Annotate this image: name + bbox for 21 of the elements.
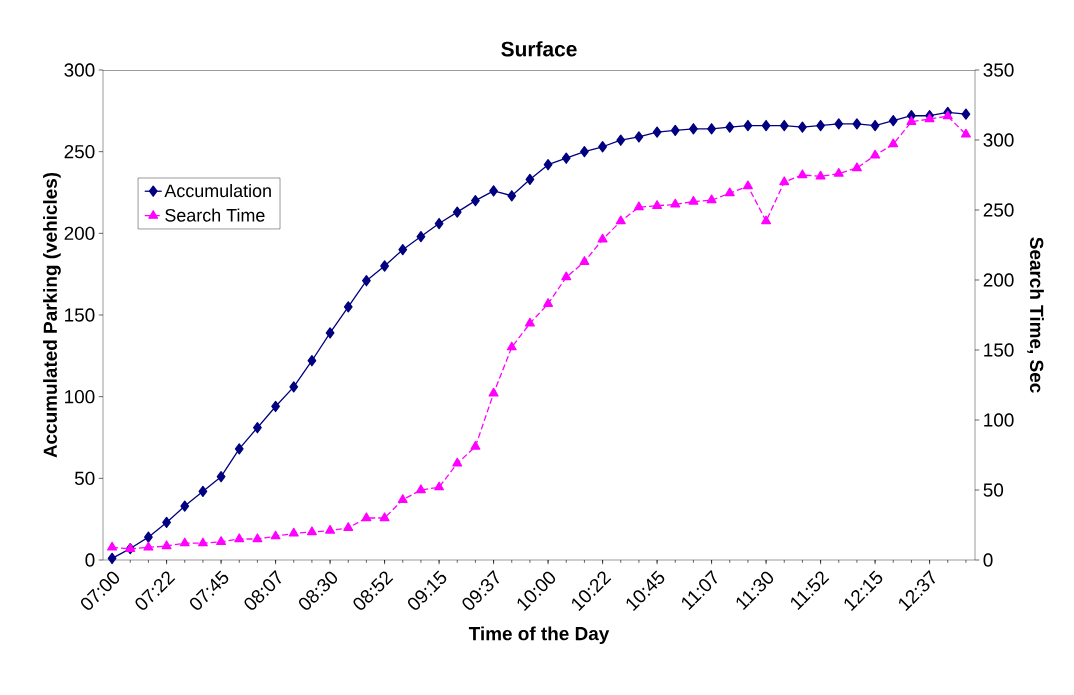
x-axis-title: Time of the Day — [468, 626, 610, 645]
y2-tick-label: 100 — [984, 413, 1014, 427]
y2-tick-label: 150 — [984, 343, 1014, 357]
legend-label: Accumulation — [164, 183, 271, 198]
y-tick-label: 0 — [85, 553, 95, 567]
y-tick-label: 300 — [64, 63, 95, 77]
y2-tick-label: 350 — [983, 63, 1014, 77]
y2-axis-title: Search Time, Sec — [1027, 237, 1044, 393]
y2-tick-label: 250 — [983, 203, 1014, 217]
chart-title: Surface — [501, 41, 577, 57]
legend-label: Search Time — [165, 208, 265, 222]
y2-tick-label: 300 — [983, 133, 1014, 147]
y-axis-title: Accumulated Parking (vehicles) — [43, 172, 61, 458]
y-tick-label: 200 — [64, 226, 95, 241]
y-tick-label: 50 — [74, 471, 95, 486]
y2-tick-label: 0 — [983, 553, 993, 567]
y2-tick-label: 50 — [983, 483, 1004, 497]
y2-tick-label: 200 — [983, 273, 1014, 287]
y-tick-label: 100 — [65, 389, 95, 404]
y-tick-label: 250 — [64, 144, 95, 159]
y-tick-label: 150 — [65, 308, 95, 322]
